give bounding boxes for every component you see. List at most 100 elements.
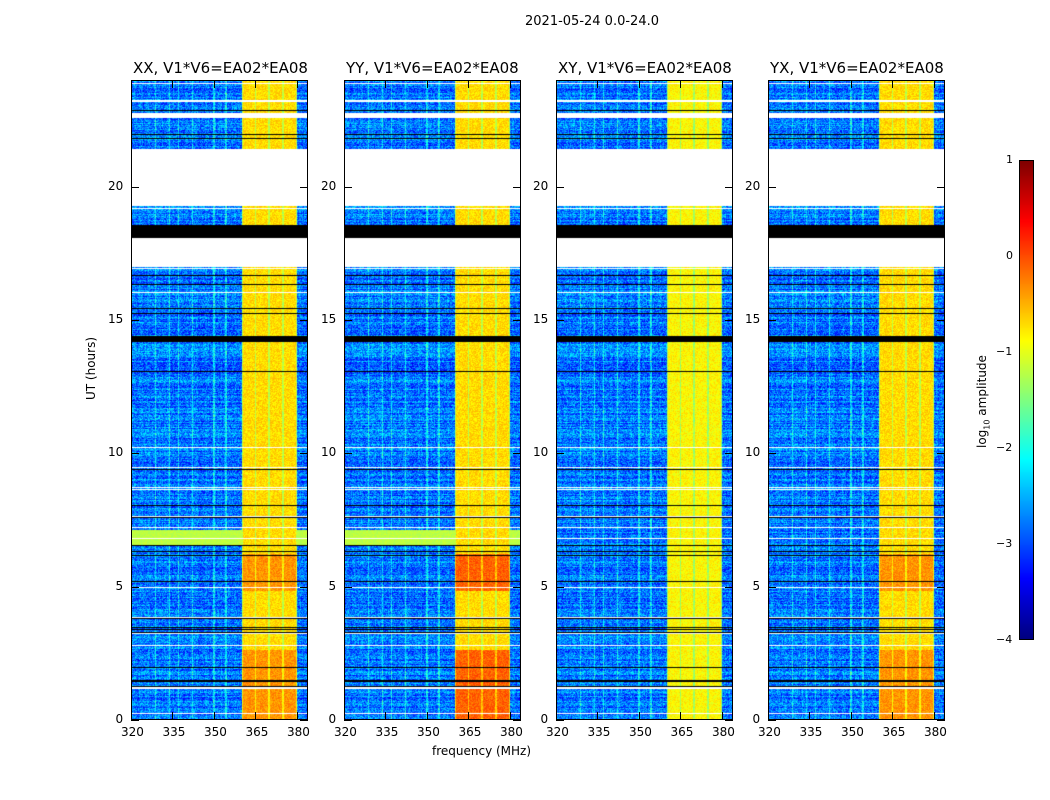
y-tick [131, 320, 139, 321]
x-tick [638, 80, 640, 88]
x-tick-label: 365 [458, 725, 482, 739]
y-tick [556, 453, 564, 455]
y-tick [344, 320, 352, 321]
x-tick-label: 350 [840, 725, 864, 739]
y-tick [513, 586, 521, 588]
x-tick [213, 712, 215, 720]
x-tick-label: 380 [499, 725, 523, 739]
x-tick [638, 712, 640, 720]
y-tick [300, 320, 308, 321]
x-tick-label: 365 [670, 725, 694, 739]
y-tick-label: 5 [540, 578, 549, 593]
y-tick-label: 0 [115, 712, 124, 726]
x-tick-label: 350 [416, 725, 440, 739]
y-tick-label: 15 [745, 312, 761, 326]
y-tick [131, 720, 139, 721]
y-tick-label: 10 [533, 445, 549, 460]
x-tick [296, 80, 298, 88]
y-tick-label: 15 [321, 312, 337, 326]
heatmap-image [769, 81, 944, 719]
x-tick [680, 712, 682, 720]
y-tick [725, 586, 733, 588]
x-tick [509, 80, 511, 88]
figure-title: 2021-05-24 0.0-24.0 [525, 14, 659, 29]
x-tick-label: 365 [882, 725, 906, 739]
x-tick-label: 320 [546, 725, 569, 739]
x-tick [172, 712, 174, 720]
x-tick-label: 365 [245, 725, 269, 739]
x-tick-label: 380 [923, 725, 947, 739]
y-tick-label: 10 [745, 445, 761, 460]
y-tick-label: 15 [533, 312, 549, 326]
x-tick [213, 80, 215, 88]
y-tick [344, 586, 352, 588]
y-tick [937, 586, 945, 588]
y-tick [725, 720, 733, 721]
heatmap-image [132, 81, 307, 719]
x-tick [344, 80, 345, 88]
heatmap-image [557, 81, 732, 719]
y-tick [300, 453, 308, 455]
colorbar-label-main: log [975, 429, 989, 448]
colorbar-tick-label: −3 [996, 537, 1013, 550]
y-tick-label: 0 [540, 712, 549, 726]
x-tick-label: 380 [286, 725, 310, 739]
y-tick [937, 453, 945, 455]
x-tick-label: 335 [162, 725, 186, 739]
x-tick [385, 80, 387, 88]
x-tick-label: 320 [121, 725, 144, 739]
x-tick-label: 380 [711, 725, 735, 739]
x-axis-label: frequency (MHz) [432, 744, 532, 758]
x-tick [850, 712, 852, 720]
x-tick [597, 80, 599, 88]
colorbar [1019, 160, 1034, 640]
y-tick [513, 720, 521, 721]
x-tick [296, 712, 298, 720]
y-tick [131, 186, 139, 188]
colorbar-tick-label: −2 [996, 441, 1013, 454]
y-tick-label: 5 [115, 578, 124, 593]
x-tick [255, 712, 257, 720]
x-tick [768, 712, 769, 720]
x-tick-label: 320 [758, 725, 781, 739]
x-tick-label: 350 [628, 725, 652, 739]
x-tick [131, 712, 132, 720]
y-tick [131, 453, 139, 455]
x-tick [597, 712, 599, 720]
panel-title: XX, V1*V6=EA02*EA08 [133, 59, 308, 77]
x-tick [426, 80, 428, 88]
y-tick [768, 586, 776, 588]
x-tick [892, 80, 894, 88]
x-tick [721, 80, 723, 88]
y-tick-label: 0 [328, 712, 337, 726]
y-tick [768, 320, 776, 321]
panel-title: XY, V1*V6=EA02*EA08 [558, 59, 732, 77]
x-tick [556, 80, 557, 88]
y-tick-label: 20 [533, 178, 549, 193]
x-tick [809, 712, 811, 720]
x-tick [809, 80, 811, 88]
x-tick [468, 80, 470, 88]
y-tick [300, 720, 308, 721]
waterfall-panel-xx [131, 80, 308, 720]
x-tick [255, 80, 257, 88]
y-tick [556, 720, 564, 721]
y-tick [131, 586, 139, 588]
y-tick-label: 20 [108, 178, 124, 193]
x-tick [468, 712, 470, 720]
y-tick [556, 186, 564, 188]
y-tick [725, 186, 733, 188]
y-tick [937, 186, 945, 188]
x-tick-label: 320 [334, 725, 357, 739]
x-tick [850, 80, 852, 88]
y-tick [300, 186, 308, 188]
y-tick-label: 5 [752, 578, 761, 593]
x-tick-label: 335 [375, 725, 399, 739]
x-tick [385, 712, 387, 720]
x-tick [131, 80, 132, 88]
y-tick [556, 586, 564, 588]
y-tick-label: 20 [745, 178, 761, 193]
y-tick-label: 0 [752, 712, 761, 726]
colorbar-label-sub: 10 [982, 419, 992, 430]
y-tick [513, 320, 521, 321]
